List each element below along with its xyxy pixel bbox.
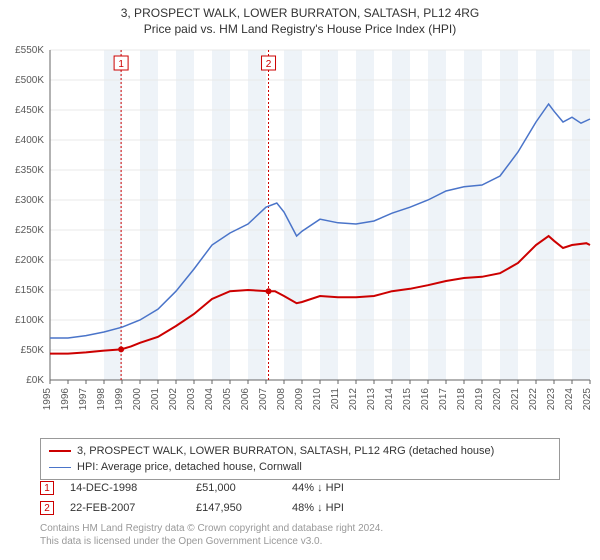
svg-text:£350K: £350K [15,165,44,176]
svg-text:2011: 2011 [330,388,341,410]
svg-text:£250K: £250K [15,225,44,236]
svg-text:2014: 2014 [384,388,395,411]
svg-text:2024: 2024 [564,388,575,411]
tx-marker-1: 1 [40,481,54,495]
footnote-line1: Contains HM Land Registry data © Crown c… [40,522,383,535]
svg-text:2006: 2006 [240,388,251,411]
title-address: 3, PROSPECT WALK, LOWER BURRATON, SALTAS… [0,6,600,20]
tx-marker-2: 2 [40,501,54,515]
svg-text:2023: 2023 [546,388,557,411]
svg-text:2021: 2021 [510,388,521,411]
svg-text:2: 2 [266,59,272,70]
tx-date-1: 14-DEC-1998 [70,482,180,494]
tx-pct-2: 48% ↓ HPI [292,502,392,514]
svg-text:£550K: £550K [15,45,44,56]
svg-text:£500K: £500K [15,75,44,86]
svg-text:£0K: £0K [26,375,44,386]
svg-text:2019: 2019 [474,388,485,411]
svg-text:2007: 2007 [258,388,269,411]
svg-text:2008: 2008 [276,388,287,411]
table-row: 2 22-FEB-2007 £147,950 48% ↓ HPI [40,498,560,518]
footnote: Contains HM Land Registry data © Crown c… [40,522,383,548]
figure-root: 3, PROSPECT WALK, LOWER BURRATON, SALTAS… [0,0,600,560]
legend-swatch-hpi [49,467,71,468]
chart-svg: £0K £50K £100K £150K £200K £250K £300K £350K £40… [0,40,600,430]
table-row: 1 14-DEC-1998 £51,000 44% ↓ HPI [40,478,560,498]
svg-text:£50K: £50K [21,345,45,356]
svg-text:2002: 2002 [168,388,179,411]
svg-text:2004: 2004 [204,388,215,411]
legend-item-property: 3, PROSPECT WALK, LOWER BURRATON, SALTAS… [49,443,551,459]
svg-text:2025: 2025 [582,388,593,411]
legend: 3, PROSPECT WALK, LOWER BURRATON, SALTAS… [40,438,560,480]
svg-text:1998: 1998 [96,388,107,411]
svg-text:2012: 2012 [348,388,359,411]
svg-text:£150K: £150K [15,285,44,296]
svg-text:£400K: £400K [15,135,44,146]
svg-text:£200K: £200K [15,255,44,266]
title-subtitle: Price paid vs. HM Land Registry's House … [0,22,600,36]
svg-text:2005: 2005 [222,388,233,411]
tx-price-1: £51,000 [196,482,276,494]
tx-pct-1: 44% ↓ HPI [292,482,392,494]
svg-text:1999: 1999 [114,388,125,411]
svg-text:2003: 2003 [186,388,197,411]
svg-text:£450K: £450K [15,105,44,116]
svg-text:2009: 2009 [294,388,305,411]
svg-text:2020: 2020 [492,388,503,411]
title-block: 3, PROSPECT WALK, LOWER BURRATON, SALTAS… [0,0,600,36]
svg-text:2016: 2016 [420,388,431,411]
svg-text:2018: 2018 [456,388,467,411]
svg-text:£100K: £100K [15,315,44,326]
svg-text:2013: 2013 [366,388,377,411]
svg-text:2022: 2022 [528,388,539,411]
legend-swatch-property [49,450,71,452]
svg-text:2010: 2010 [312,388,323,411]
legend-label-hpi: HPI: Average price, detached house, Corn… [77,461,302,473]
svg-text:£300K: £300K [15,195,44,206]
tx-date-2: 22-FEB-2007 [70,502,180,514]
svg-text:1: 1 [118,59,124,70]
legend-item-hpi: HPI: Average price, detached house, Corn… [49,459,551,475]
svg-text:1997: 1997 [78,388,89,411]
tx-price-2: £147,950 [196,502,276,514]
svg-text:2017: 2017 [438,388,449,411]
legend-label-property: 3, PROSPECT WALK, LOWER BURRATON, SALTAS… [77,445,494,457]
svg-text:1996: 1996 [60,388,71,411]
svg-text:1995: 1995 [42,388,53,411]
svg-text:2000: 2000 [132,388,143,411]
chart-area: £0K £50K £100K £150K £200K £250K £300K £350K £40… [0,40,600,430]
svg-text:2001: 2001 [150,388,161,411]
footnote-line2: This data is licensed under the Open Gov… [40,535,383,548]
transaction-table: 1 14-DEC-1998 £51,000 44% ↓ HPI 2 22-FEB… [40,478,560,518]
svg-text:2015: 2015 [402,388,413,411]
